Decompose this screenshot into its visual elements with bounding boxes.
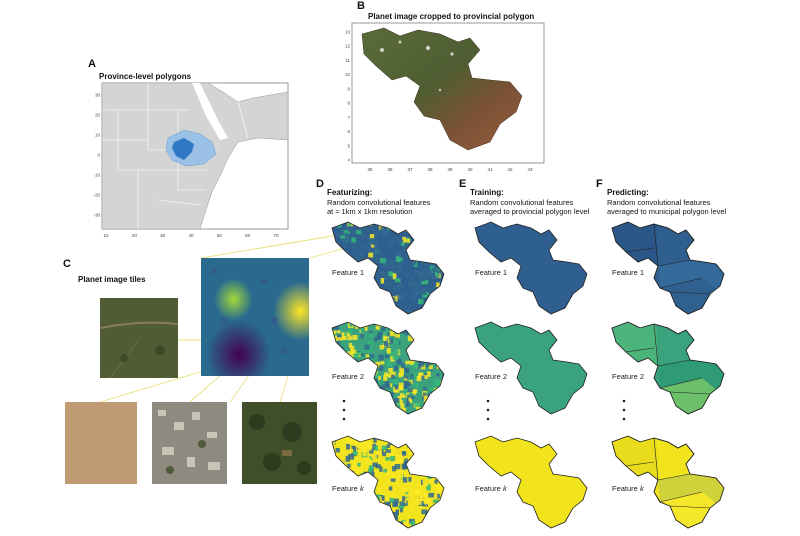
- province-satellite-crop: [361, 27, 523, 151]
- panel-d-desc-1: Random convolutional features: [327, 198, 431, 207]
- tile-urban: [152, 402, 227, 484]
- panel-c-title: Planet image tiles: [78, 275, 146, 284]
- map-e-row2: [474, 321, 588, 415]
- feature-1-label-d: Feature 1: [332, 268, 365, 277]
- x-tick-label: 70: [273, 233, 279, 238]
- x-tick-label: 41: [487, 167, 493, 172]
- panel-e-title: Training:: [470, 188, 504, 197]
- y-tick-label: -10: [93, 173, 100, 178]
- feature-2-label-e: Feature 2: [475, 372, 508, 381]
- ellipsis-e: [486, 399, 490, 421]
- map-f-row2: [611, 321, 725, 415]
- y-tick-label: 13: [345, 30, 351, 35]
- y-tick-label: 8: [347, 101, 350, 106]
- tile-forest: [242, 402, 317, 484]
- x-tick-label: 40: [188, 233, 194, 238]
- panel-b-title: Planet image cropped to provincial polyg…: [368, 12, 535, 21]
- x-tick-label: 20: [132, 233, 138, 238]
- y-tick-label: 12: [345, 44, 351, 49]
- y-tick-label: -20: [93, 193, 100, 198]
- feature-2-label-f: Feature 2: [612, 372, 645, 381]
- y-tick-label: 20: [95, 113, 101, 118]
- panel-e-letter: E: [459, 178, 467, 190]
- panel-d-desc-2: at ≈ 1km x 1km resolution: [327, 207, 413, 216]
- x-tick-label: 10: [103, 233, 109, 238]
- feature-2-label-d: Feature 2: [332, 372, 365, 381]
- panel-d-title: Featurizing:: [327, 188, 373, 197]
- x-tick-label: 60: [245, 233, 251, 238]
- panel-f-title: Predicting:: [607, 188, 649, 197]
- feature-k-label-f: Feature k: [612, 484, 644, 493]
- tile-desert: [65, 402, 137, 484]
- map-e-row1: [474, 221, 588, 315]
- y-tick-label: 10: [345, 72, 351, 77]
- province-polygon-highlight: [172, 138, 194, 160]
- panel-e-desc-2: averaged to provincial polygon level: [470, 207, 590, 216]
- panel-a-title: Province-level polygons: [99, 72, 192, 81]
- panel-a-map: 30 20 10 0 -10 -20 -30 10 20 30 40 50 60 70: [93, 82, 289, 238]
- feature-1-label-f: Feature 1: [612, 268, 645, 277]
- y-tick-label: 7: [347, 115, 350, 120]
- x-tick-label: 39: [447, 167, 453, 172]
- x-tick-label: 36: [387, 167, 393, 172]
- x-tick-label: 43: [527, 167, 533, 172]
- feature-k-label-e: Feature k: [475, 484, 507, 493]
- map-e-row3: [474, 435, 588, 529]
- panel-b-xticks: 35 36 37 38 39 40 41 42 43: [367, 167, 533, 172]
- panel-f-desc-1: Random convolutional features: [607, 198, 711, 207]
- province-fill: [474, 435, 588, 529]
- province-fill: [332, 436, 444, 528]
- y-tick-label: 4: [347, 158, 350, 163]
- map-d-row2: [331, 321, 445, 415]
- y-tick-label: -30: [93, 213, 100, 218]
- panel-f-letter: F: [596, 178, 603, 190]
- map-d-row3: [331, 435, 445, 529]
- panel-b-yticks: 13 12 11 10 9 8 7 6 5 4: [345, 30, 351, 163]
- feature-1-label-e: Feature 1: [475, 268, 508, 277]
- panel-a-yticks: 30 20 10 0 -10 -20 -30: [93, 93, 100, 218]
- y-tick-label: 10: [95, 133, 101, 138]
- tile-vegetation: [100, 298, 178, 378]
- x-tick-label: 37: [407, 167, 413, 172]
- x-tick-label: 38: [427, 167, 433, 172]
- map-f-row3: [611, 435, 725, 529]
- y-tick-label: 0: [97, 153, 100, 158]
- panel-f-desc-2: averaged to municipal polygon level: [607, 207, 727, 216]
- panel-a-xticks: 10 20 30 40 50 60 70: [103, 233, 279, 238]
- x-tick-label: 42: [507, 167, 513, 172]
- tile-feature-heatmap: [201, 258, 309, 376]
- map-f-row1: [611, 221, 725, 315]
- y-tick-label: 5: [347, 143, 350, 148]
- panel-e-desc-1: Random convolutional features: [470, 198, 574, 207]
- x-tick-label: 30: [160, 233, 166, 238]
- x-tick-label: 50: [217, 233, 223, 238]
- map-d-row1: [331, 221, 445, 315]
- ellipsis-f: [622, 399, 626, 421]
- ellipsis-d: [342, 399, 346, 421]
- y-tick-label: 11: [345, 58, 350, 63]
- panel-b-letter: B: [357, 0, 365, 12]
- province-fill: [474, 321, 588, 415]
- panel-a-letter: A: [88, 58, 96, 70]
- x-tick-label: 40: [467, 167, 473, 172]
- y-tick-label: 6: [347, 129, 350, 134]
- red-sea: [192, 83, 228, 140]
- province-fill: [474, 221, 588, 315]
- feature-k-label-d: Feature k: [332, 484, 364, 493]
- x-tick-label: 35: [367, 167, 373, 172]
- panel-c-letter: C: [63, 258, 71, 270]
- cloud-patches: [380, 36, 460, 92]
- panel-d-letter: D: [316, 178, 324, 190]
- panel-b-image: 13 12 11 10 9 8 7 6 5 4 35 36 37 38 39 40 41 42 43: [345, 22, 545, 172]
- y-tick-label: 9: [347, 86, 350, 91]
- y-tick-label: 30: [95, 93, 101, 98]
